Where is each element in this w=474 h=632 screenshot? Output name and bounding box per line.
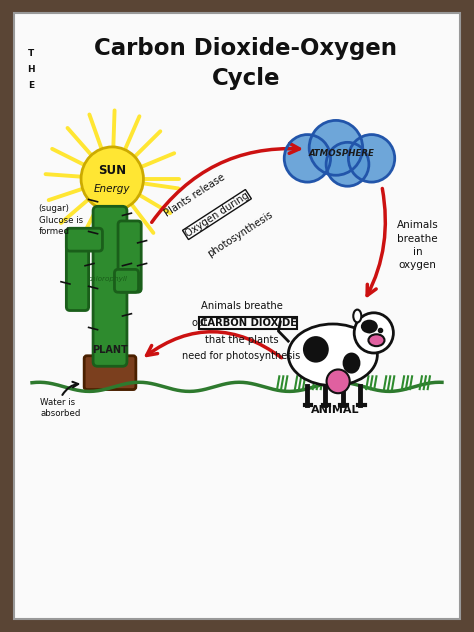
FancyBboxPatch shape [118,221,141,292]
Text: Oxygen during: Oxygen during [183,190,251,239]
Text: CARBON DIOXIDE: CARBON DIOXIDE [200,318,297,328]
Ellipse shape [353,310,361,322]
Text: ATMOSPHERE: ATMOSPHERE [309,149,374,158]
Circle shape [354,313,393,353]
FancyBboxPatch shape [66,233,89,310]
Text: Cycle: Cycle [212,67,280,90]
Text: Plants release: Plants release [163,172,227,218]
Circle shape [284,135,330,182]
Text: E: E [28,81,34,90]
Text: Water is
absorbed: Water is absorbed [40,398,81,418]
Text: need for photosynthesis: need for photosynthesis [182,351,301,362]
FancyBboxPatch shape [66,228,102,251]
Ellipse shape [288,324,377,386]
FancyBboxPatch shape [84,356,136,389]
Text: chlorophyll: chlorophyll [88,276,128,283]
Text: T: T [28,49,34,58]
Text: out: out [191,318,208,328]
Text: SUN: SUN [98,164,126,177]
Circle shape [348,135,395,182]
Text: Animals breathe: Animals breathe [201,301,283,311]
Text: photosynthesis: photosynthesis [206,210,275,260]
Text: PLANT: PLANT [92,345,128,355]
Circle shape [81,147,144,211]
Text: that the plants: that the plants [205,335,278,345]
Circle shape [327,370,350,393]
FancyBboxPatch shape [114,269,138,292]
Ellipse shape [368,334,384,346]
Ellipse shape [303,336,329,363]
Text: H: H [27,64,35,74]
FancyBboxPatch shape [93,206,127,367]
Circle shape [326,142,369,186]
Ellipse shape [343,353,360,374]
Circle shape [309,121,363,175]
Text: Carbon Dioxide-Oxygen: Carbon Dioxide-Oxygen [94,37,397,60]
Text: (sugar)
Glucose is
formed: (sugar) Glucose is formed [39,204,83,236]
Text: Animals
breathe
in
oxygen: Animals breathe in oxygen [397,221,438,270]
Text: ANIMAL: ANIMAL [311,404,359,415]
Ellipse shape [361,320,378,333]
Text: Energy: Energy [94,184,130,194]
